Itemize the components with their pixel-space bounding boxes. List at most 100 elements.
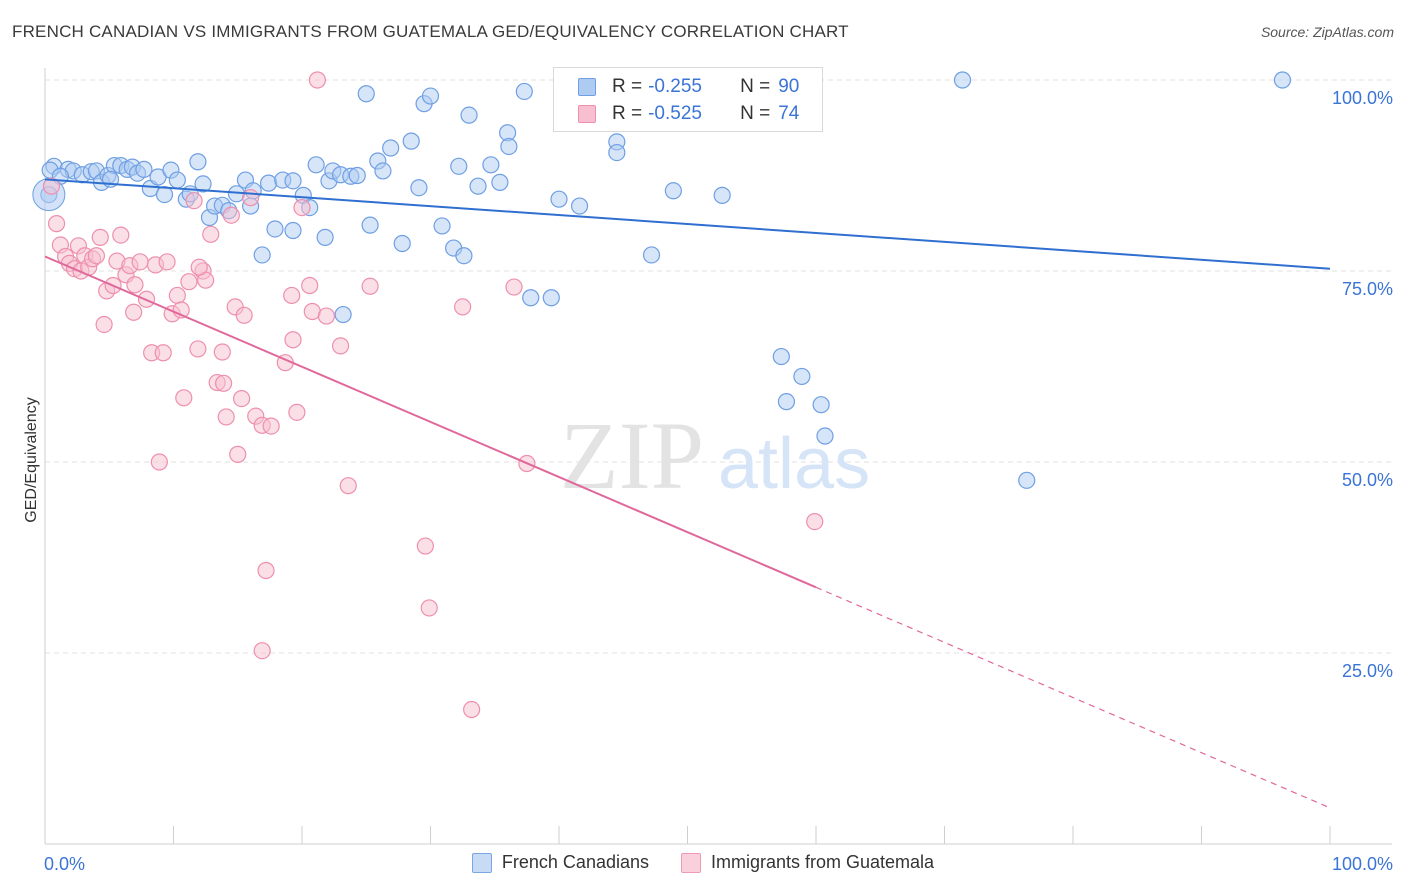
point-french-canadians — [259, 174, 278, 192]
legend-r-label: R = — [612, 76, 643, 97]
point-guatemala — [317, 307, 336, 325]
x-tick-label-min: 0.0% — [44, 854, 85, 874]
point-guatemala — [91, 228, 109, 246]
point-french-canadians — [135, 160, 153, 178]
point-guatemala — [262, 417, 280, 435]
point-french-canadians — [793, 367, 811, 386]
point-guatemala — [158, 253, 176, 271]
point-french-canadians — [570, 197, 589, 215]
point-french-canadians — [515, 82, 533, 101]
point-guatemala — [416, 537, 434, 555]
source-credit: Source: ZipAtlas.com — [1260, 24, 1394, 40]
y-tick-label: 25.0% — [1342, 661, 1393, 681]
point-guatemala — [229, 445, 247, 463]
point-french-canadians — [421, 87, 440, 105]
point-french-canadians — [348, 166, 366, 185]
point-french-canadians — [155, 186, 174, 204]
point-french-canadians — [550, 190, 568, 208]
point-guatemala — [95, 315, 113, 334]
legend-label-french-canadians: French Canadians — [501, 852, 649, 872]
point-french-canadians — [253, 246, 271, 264]
point-guatemala — [47, 215, 66, 233]
chart-title: FRENCH CANADIAN VS IMMIGRANTS FROM GUATE… — [12, 22, 849, 41]
legend-label-guatemala: Immigrants from Guatemala — [711, 852, 935, 872]
point-guatemala — [308, 71, 327, 89]
point-guatemala — [168, 286, 186, 305]
point-guatemala — [125, 303, 143, 321]
legend-r-value: -0.525 — [648, 103, 702, 124]
point-french-canadians — [713, 186, 731, 204]
point-french-canadians — [1273, 71, 1292, 89]
legend-r-value: -0.255 — [648, 76, 702, 97]
point-french-canadians — [194, 175, 212, 193]
point-guatemala — [253, 642, 271, 660]
point-french-canadians — [450, 157, 468, 175]
legend-swatch-pink — [681, 852, 701, 873]
point-french-canadians — [316, 228, 334, 246]
tick-labels: 100.0% 75.0% 50.0% 25.0% 0.0% 100.0% — [44, 88, 1393, 874]
legend-r-label: R = — [612, 103, 643, 124]
point-guatemala — [339, 477, 357, 495]
point-guatemala — [154, 344, 172, 362]
point-french-canadians — [382, 139, 400, 157]
series-french-canadians-points — [32, 71, 1292, 489]
point-guatemala — [42, 177, 61, 195]
point-guatemala — [463, 700, 481, 719]
legend-swatch-blue — [578, 78, 596, 96]
point-guatemala — [242, 189, 260, 207]
trendline-guatemala — [44, 255, 817, 589]
y-tick-label: 50.0% — [1342, 470, 1393, 490]
point-french-canadians — [284, 172, 302, 190]
legend-item-french-canadians: French Canadians — [471, 852, 649, 873]
point-guatemala — [150, 453, 168, 471]
point-guatemala — [361, 277, 379, 295]
point-french-canadians — [469, 177, 487, 195]
zipatlas-watermark: ZIP atlas — [560, 402, 870, 509]
legend-row-french-canadians: R = -0.255 N = 90 — [578, 75, 799, 99]
point-guatemala — [331, 337, 350, 355]
point-french-canadians — [361, 216, 379, 234]
point-guatemala — [126, 276, 144, 294]
trendline-french-canadians — [44, 178, 1331, 270]
correlation-legend: R = -0.255 N = 90 R = -0.525 N = 74 — [553, 67, 823, 132]
point-guatemala — [175, 389, 193, 407]
point-french-canadians — [410, 179, 428, 197]
watermark-zip: ZIP — [560, 402, 704, 509]
legend-n-value: 90 — [778, 76, 800, 97]
point-guatemala — [454, 298, 472, 316]
point-french-canadians — [357, 85, 375, 103]
legend-n-value: 74 — [778, 103, 800, 124]
point-french-canadians — [816, 427, 834, 445]
point-guatemala — [806, 512, 824, 531]
point-french-canadians — [284, 221, 302, 240]
point-guatemala — [189, 340, 207, 358]
watermark-atlas: atlas — [718, 424, 870, 504]
point-french-canadians — [772, 347, 790, 366]
point-french-canadians — [266, 220, 284, 238]
point-guatemala — [213, 343, 231, 361]
point-french-canadians — [953, 71, 972, 89]
point-guatemala — [215, 374, 233, 392]
point-guatemala — [233, 389, 251, 408]
trendline-guatemala-extension — [815, 586, 1331, 809]
point-guatemala — [202, 225, 220, 243]
y-tick-label: 100.0% — [1332, 88, 1393, 108]
point-french-canadians — [522, 289, 540, 307]
legend-row-guatemala: R = -0.525 N = 74 — [578, 102, 799, 126]
point-french-canadians — [500, 137, 518, 156]
point-french-canadians — [491, 173, 509, 191]
point-guatemala — [235, 306, 253, 324]
y-axis-label: GED/Equivalency — [23, 397, 40, 522]
point-french-canadians — [393, 234, 411, 253]
point-guatemala — [283, 286, 301, 305]
legend-n-label: N = — [740, 103, 771, 124]
point-guatemala — [288, 403, 306, 421]
point-french-canadians — [608, 143, 626, 162]
point-guatemala — [420, 599, 438, 617]
point-guatemala — [257, 561, 275, 580]
point-guatemala — [190, 258, 208, 276]
trendlines — [44, 178, 1331, 809]
point-french-canadians — [433, 217, 451, 235]
point-french-canadians — [482, 156, 500, 174]
